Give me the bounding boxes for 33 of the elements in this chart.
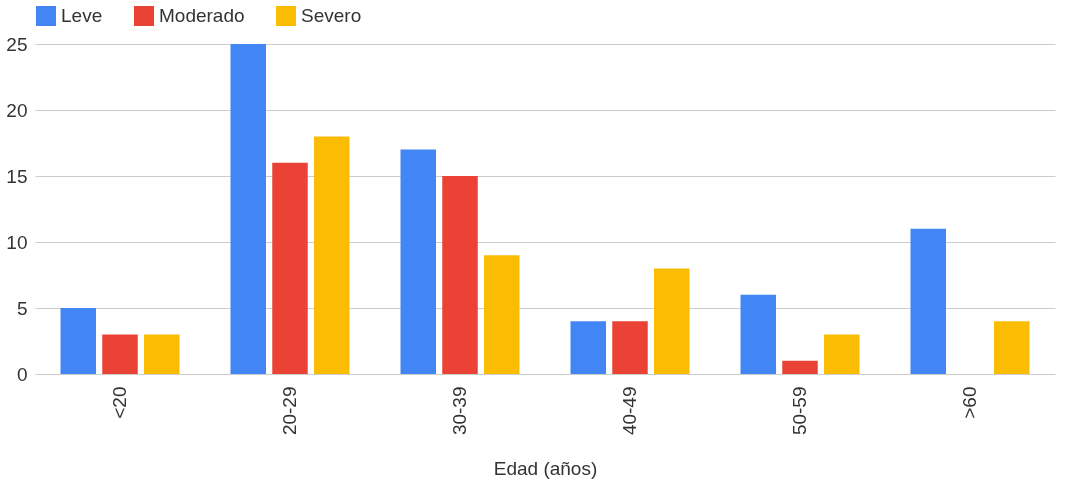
bar [102,334,138,374]
bar [400,149,436,374]
y-tick-label: 25 [6,33,28,55]
y-tick-label: 15 [6,165,28,187]
bar [144,334,180,374]
x-axis-title: Edad (años) [493,458,598,480]
bar [824,334,860,374]
bar [484,255,520,374]
bar [910,228,946,374]
y-tick-label: 0 [16,363,28,385]
x-tick-label: >60 [959,386,980,419]
legend-label: Leve [61,5,103,26]
legend-label: Severo [301,5,362,26]
y-tick-label: 20 [6,99,28,121]
bar [272,162,308,374]
x-tick-label: 30-39 [449,386,470,436]
bar [230,44,266,374]
x-tick-label: 40-49 [619,386,640,436]
x-tick-label: 50-59 [789,386,810,436]
bar [570,321,606,374]
x-tick-label: 20-29 [279,386,300,436]
bar [782,360,818,374]
x-tick-label: <20 [109,386,130,419]
bar [314,136,350,374]
y-tick-label: 10 [6,231,28,253]
bar [442,176,478,374]
bar [740,294,776,374]
bar [654,268,690,374]
bar [612,321,648,374]
bar [60,308,96,374]
y-tick-label: 5 [16,297,28,319]
bar [994,321,1030,374]
legend-label: Moderado [159,5,245,26]
